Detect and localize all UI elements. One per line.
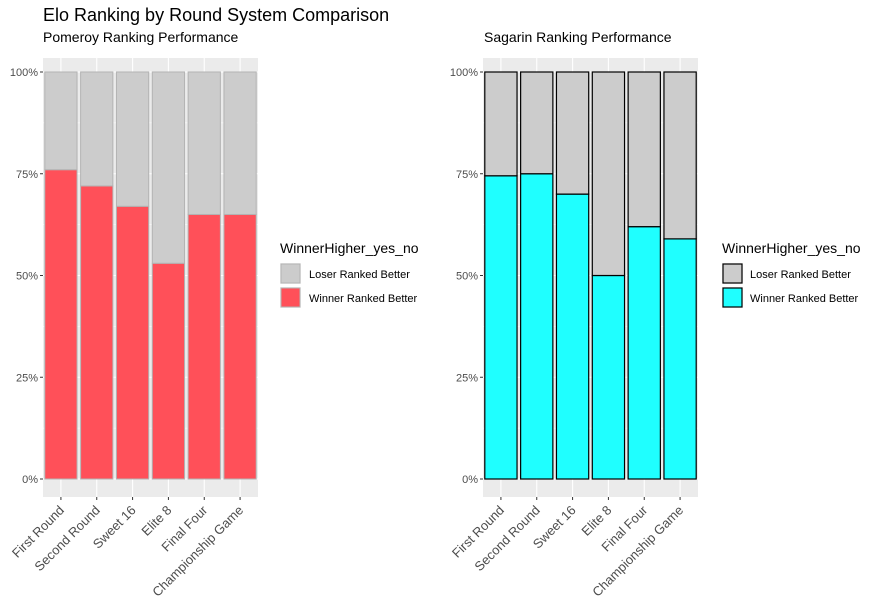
bar-winner-ranked-better (44, 169, 78, 480)
legend-swatch (722, 287, 743, 308)
legend-label: Loser Ranked Better (750, 269, 851, 281)
bar-winner-ranked-better (627, 226, 661, 480)
legend-label: Winner Ranked Better (750, 293, 859, 305)
charts: Pomeroy Ranking Performance 0% 25% 50% 75% 10… (9, 29, 861, 599)
chart-subtitle: Pomeroy Ranking Performance (43, 29, 239, 45)
bar-loser-ranked-better (555, 71, 590, 195)
chart-subtitle: Sagarin Ranking Performance (484, 29, 672, 45)
bar-winner-ranked-better (80, 185, 114, 480)
bar-winner-ranked-better (663, 238, 697, 480)
figure-title: Elo Ranking by Round System Comparison (43, 5, 389, 25)
bar-loser-ranked-better (151, 71, 186, 264)
bar-loser-ranked-better (44, 71, 78, 171)
bar-loser-ranked-better (80, 71, 114, 187)
bar-winner-ranked-better (484, 175, 518, 480)
bar-loser-ranked-better (115, 71, 150, 207)
y-tick-label: 75% (456, 169, 478, 181)
legend-label: Winner Ranked Better (309, 293, 418, 305)
bar-winner-ranked-better (591, 274, 626, 480)
plot-panel (43, 58, 258, 497)
bar-loser-ranked-better (484, 71, 518, 177)
bar-loser-ranked-better (520, 71, 554, 175)
legend-label: Loser Ranked Better (309, 269, 410, 281)
legend-swatch (280, 287, 301, 308)
y-tick-label: 0% (462, 474, 478, 486)
bar-winner-ranked-better (555, 193, 590, 480)
y-tick-label: 100% (10, 67, 38, 79)
y-tick-label: 25% (16, 372, 38, 384)
bar-loser-ranked-better (663, 71, 697, 240)
legend-swatch (280, 263, 301, 284)
y-tick-label: 25% (456, 372, 478, 384)
bar-winner-ranked-better (187, 213, 221, 480)
y-tick-label: 50% (16, 271, 38, 283)
legend: WinnerHigher_yes_no Loser Ranked Better Wi… (280, 240, 419, 308)
legend: WinnerHigher_yes_no Loser Ranked Better Wi… (722, 240, 861, 308)
chart-panel-1: Pomeroy Ranking Performance 0% 25% 50% 75% 10… (9, 29, 419, 599)
legend-swatch (722, 263, 743, 284)
y-tick-label: 0% (22, 474, 38, 486)
y-tick-label: 100% (450, 67, 478, 79)
bar-loser-ranked-better (187, 71, 221, 215)
bar-winner-ranked-better (223, 213, 257, 480)
bar-winner-ranked-better (151, 262, 186, 480)
legend-title: WinnerHigher_yes_no (280, 240, 419, 256)
y-tick-label: 50% (456, 271, 478, 283)
bar-loser-ranked-better (591, 71, 626, 277)
plot-panel (483, 58, 698, 497)
bar-loser-ranked-better (223, 71, 257, 215)
bar-winner-ranked-better (115, 205, 150, 480)
y-tick-label: 75% (16, 169, 38, 181)
bar-loser-ranked-better (627, 71, 661, 228)
legend-title: WinnerHigher_yes_no (722, 240, 861, 256)
chart-panel-2: Sagarin Ranking Performance 0% 25% 50% 75% 10… (449, 29, 861, 599)
bar-winner-ranked-better (520, 173, 554, 480)
